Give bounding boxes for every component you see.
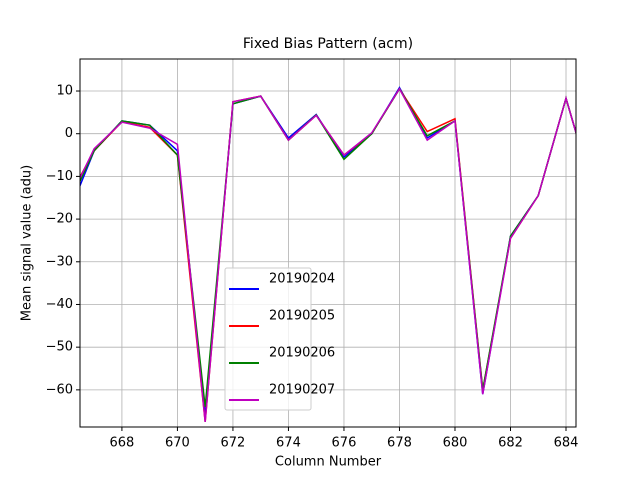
legend: 20190204 20190205 20190206 20190207 <box>224 267 335 411</box>
x-tick-label: 678 <box>387 436 412 451</box>
y-tick-label: 0 <box>65 126 73 141</box>
x-tick-label: 674 <box>276 436 301 451</box>
data-line <box>80 87 576 422</box>
y-tick-label: −40 <box>46 297 73 312</box>
x-axis-label: Column Number <box>275 455 382 470</box>
legend-label: 20190206 <box>269 346 335 361</box>
x-tick-label: 670 <box>165 436 190 451</box>
axes-frame <box>79 58 577 428</box>
y-tick-label: −10 <box>46 169 73 184</box>
y-tick-label: 10 <box>56 84 73 99</box>
chart-title: Fixed Bias Pattern (acm) <box>243 36 413 52</box>
x-tick-label: 682 <box>498 436 523 451</box>
legend-label: 20190207 <box>269 383 335 398</box>
y-tick-label: −50 <box>46 340 73 355</box>
legend-label: 20190204 <box>269 272 335 287</box>
legend-label: 20190205 <box>269 309 335 324</box>
plot-lines <box>80 86 576 422</box>
x-tick-label: 672 <box>221 436 246 451</box>
y-axis-label: Mean signal value (adu) <box>20 165 35 321</box>
y-tick-label: −20 <box>46 212 73 227</box>
y-tick-label: −60 <box>46 382 73 397</box>
x-tick-label: 668 <box>109 436 134 451</box>
x-tick-label: 676 <box>332 436 357 451</box>
x-tick-label: 684 <box>554 436 579 451</box>
grid <box>80 59 576 427</box>
ticks: 668 670 672 674 676 678 680 682 684 −60 −50 −40 −30 −… <box>46 84 579 451</box>
x-tick-label: 680 <box>443 436 468 451</box>
y-tick-label: −30 <box>46 254 73 269</box>
legend-box <box>224 267 312 411</box>
